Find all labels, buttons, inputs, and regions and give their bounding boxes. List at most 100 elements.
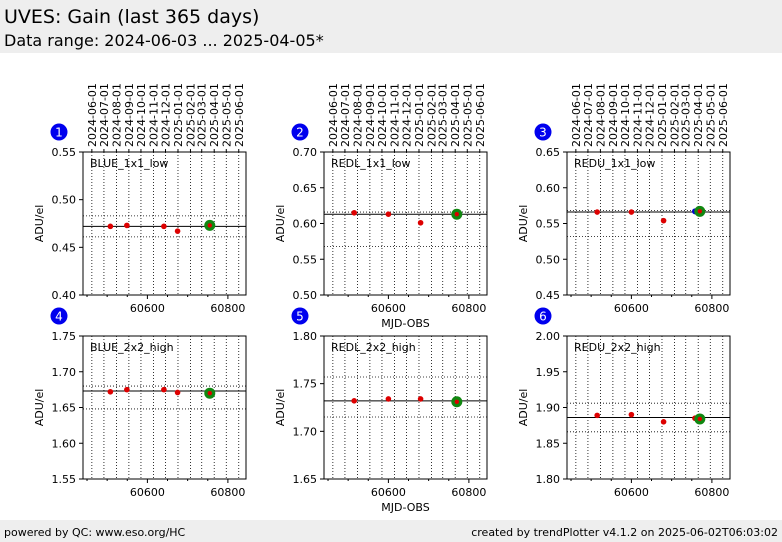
chart2-data-point	[385, 211, 392, 218]
chart6-latest-point-center	[697, 416, 703, 422]
chart3-badge-number: 3	[539, 126, 547, 140]
chart1-y-tick-label: 0.50	[52, 194, 77, 207]
chart6-y-tick-label: 2.00	[536, 330, 561, 343]
chart3-x-tick-label: 60600	[614, 302, 649, 315]
chart2-y-tick-label: 0.65	[293, 182, 318, 195]
page-subtitle: Data range: 2024-06-03 ... 2025-04-05*	[4, 31, 324, 50]
chart3-date-tick-label: 2024-07-01	[582, 83, 595, 147]
chart4-x-tick-label: 60800	[210, 486, 245, 499]
chart2-date-tick-label: 2025-05-01	[461, 83, 474, 147]
chart1-y-tick-label: 0.45	[52, 241, 77, 254]
chart3-x-tick-label: 60800	[694, 302, 729, 315]
chart6-panel-label: REDU_2x2_high	[574, 341, 661, 354]
chart3-data-point	[660, 217, 667, 224]
chart4-badge-circle	[50, 307, 68, 325]
chart3-latest-point-center	[697, 209, 703, 214]
chart1-axes-frame	[82, 151, 247, 296]
chart3-y-tick-label: 0.65	[536, 146, 561, 159]
chart3-date-tick-label: 2024-08-01	[594, 83, 607, 147]
chart2-date-tick-label: 2025-04-01	[449, 83, 462, 147]
chart1-data-point	[124, 222, 130, 229]
chart3-data-point	[628, 209, 635, 215]
chart1-date-tick-label: 2024-11-01	[147, 83, 160, 147]
chart6-data-point	[594, 412, 600, 419]
chart2-date-tick-label: 2024-08-01	[351, 83, 364, 147]
chart1-date-tick-label: 2025-06-01	[233, 83, 246, 147]
chart5-axes-frame	[323, 335, 488, 480]
chart4-y-tick-label: 1.65	[52, 402, 77, 415]
chart2-data-point	[351, 209, 357, 216]
chart2-panel-label: REDL_1x1_low	[331, 157, 410, 170]
chart3-y-tick-label: 0.55	[536, 218, 561, 231]
chart1-x-tick-label: 60800	[210, 302, 245, 315]
chart4-y-tick-label: 1.75	[52, 330, 77, 343]
chart6-badge-circle	[534, 307, 552, 325]
chart5-badge-number: 5	[296, 310, 304, 324]
chart3-panel-label: REDU_1x1_low	[574, 157, 655, 170]
chart1-x-tick-label: 60600	[130, 302, 165, 315]
chart2-date-tick-label: 2024-09-01	[364, 83, 377, 147]
chart4-x-tick-label: 60600	[130, 486, 165, 499]
chart2-x-axis-label: MJD-OBS	[381, 317, 429, 330]
chart2-badge-circle	[291, 123, 309, 141]
chart5-badge-circle	[291, 307, 309, 325]
chart1-y-axis-label: ADU/el	[33, 205, 46, 243]
chart2-date-tick-label: 2024-11-01	[388, 83, 401, 147]
chart6-y-axis-label: ADU/el	[517, 389, 530, 427]
chart2-y-tick-label: 0.50	[293, 289, 318, 302]
chart1-date-tick-label: 2025-05-01	[220, 83, 233, 147]
chart3-date-tick-label: 2025-04-01	[692, 83, 705, 147]
chart5-panel-label: REDL_2x2_high	[331, 341, 416, 354]
chart3-y-axis-label: ADU/el	[517, 205, 530, 243]
chart3-y-tick-label: 0.60	[536, 182, 561, 195]
chart2-date-tick-label: 2025-06-01	[474, 83, 487, 147]
chart2-date-tick-label: 2024-12-01	[401, 83, 414, 147]
chart6-x-tick-label: 60800	[694, 486, 729, 499]
chart5-y-tick-label: 1.75	[293, 378, 318, 391]
chart3-date-tick-label: 2025-03-01	[680, 83, 693, 147]
chart4-badge-number: 4	[55, 310, 63, 324]
chart4-y-tick-label: 1.60	[52, 437, 77, 450]
chart2-date-tick-label: 2025-01-01	[413, 83, 426, 147]
chart6-y-tick-label: 1.95	[536, 366, 561, 379]
chart1-panel-label: BLUE_1x1_low	[90, 157, 168, 170]
footer-created: created by trendPlotter v4.1.2 on 2025-0…	[471, 526, 778, 539]
chart1-date-tick-label: 2025-01-01	[172, 83, 185, 147]
chart3-date-tick-label: 2025-05-01	[704, 83, 717, 147]
chart4-y-tick-label: 1.55	[52, 473, 77, 486]
chart6-axes-frame	[566, 335, 731, 480]
chart2-date-tick-label: 2024-06-01	[327, 83, 340, 147]
chart2-axes-frame	[323, 151, 488, 296]
footer-credit: powered by QC: www.eso.org/HC	[4, 526, 186, 539]
chart6-y-tick-label: 1.85	[536, 437, 561, 450]
chart1-date-tick-label: 2024-10-01	[135, 83, 148, 147]
chart2-y-tick-label: 0.60	[293, 218, 318, 231]
chart3-axes-frame	[566, 151, 731, 296]
chart2-date-tick-label: 2024-07-01	[339, 83, 352, 147]
chart4-data-point	[161, 386, 167, 393]
chart1-y-tick-label: 0.55	[52, 146, 77, 159]
chart6-data-point	[660, 419, 667, 425]
chart3-date-tick-label: 2024-11-01	[631, 83, 644, 147]
chart2-y-tick-label: 0.70	[293, 146, 318, 159]
chart1-date-tick-label: 2025-02-01	[184, 83, 197, 147]
chart3-data-point	[594, 209, 600, 215]
chart5-y-axis-label: ADU/el	[274, 389, 287, 427]
chart6-badge-number: 6	[539, 310, 547, 324]
chart1-data-point	[174, 228, 181, 234]
chart1-latest-point-center	[207, 223, 212, 228]
chart1-y-tick-label: 0.40	[52, 289, 77, 302]
chart3-date-tick-label: 2025-06-01	[717, 83, 730, 147]
chart6-y-tick-label: 1.90	[536, 402, 561, 415]
chart5-y-tick-label: 1.70	[293, 425, 318, 438]
chart6-y-tick-label: 1.80	[536, 473, 561, 486]
footer-bar: powered by QC: www.eso.org/HC created by…	[0, 520, 782, 542]
chart1-date-tick-label: 2024-06-01	[86, 83, 99, 147]
chart1-date-tick-label: 2024-09-01	[123, 83, 136, 147]
chart3-date-tick-label: 2024-09-01	[607, 83, 620, 147]
chart1-badge-number: 1	[55, 126, 63, 140]
chart5-data-point	[351, 398, 357, 404]
chart3-date-tick-label: 2024-06-01	[570, 83, 583, 147]
chart5-data-point	[385, 396, 392, 402]
